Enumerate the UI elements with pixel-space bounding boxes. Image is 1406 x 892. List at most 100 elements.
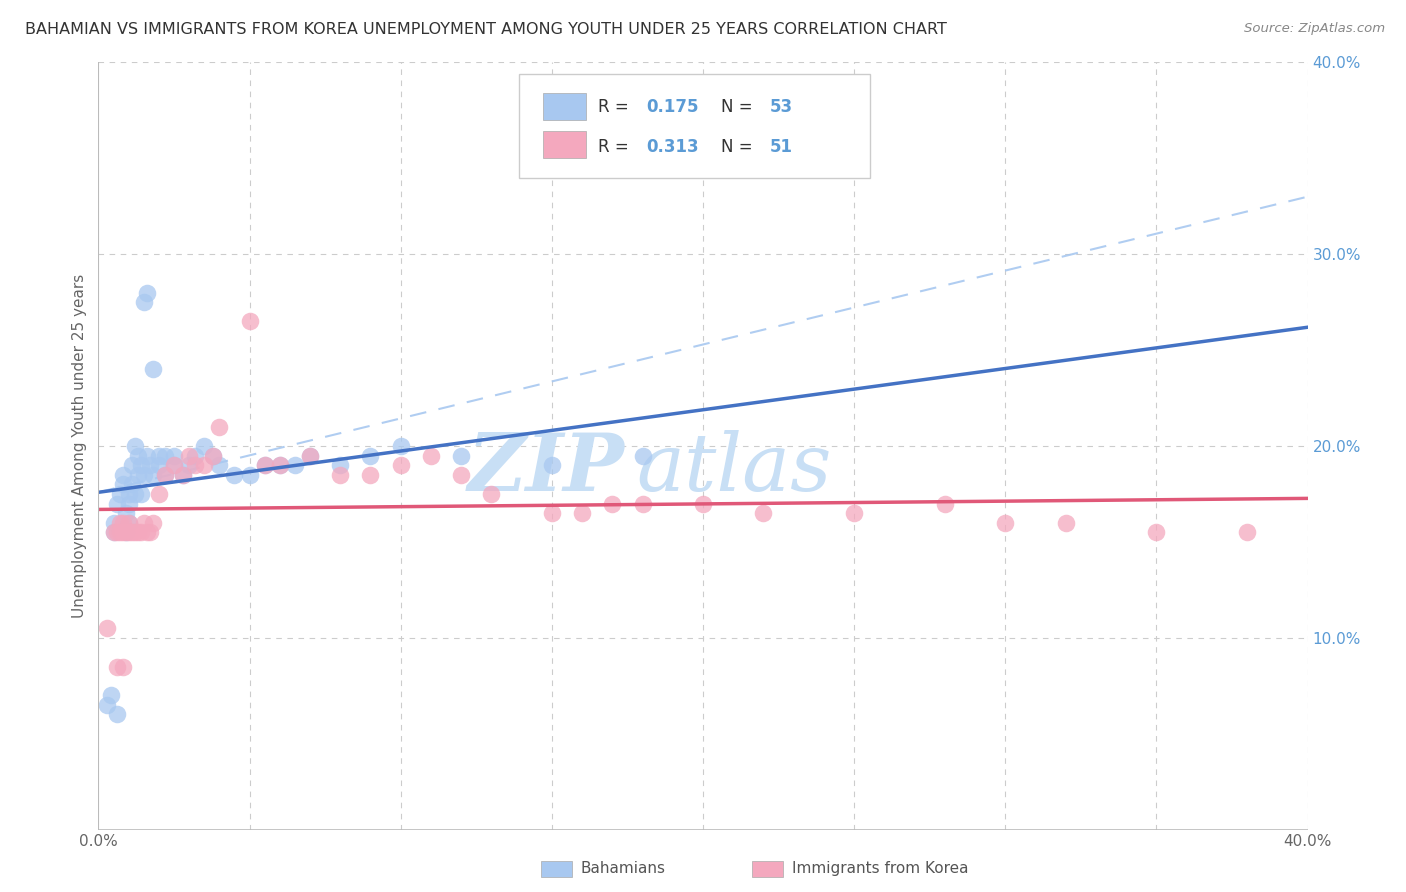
Point	[142, 467, 165, 482]
Point	[481, 487, 503, 501]
Point	[108, 525, 131, 540]
Y-axis label: Unemployment Among Youth under 25 years: Unemployment Among Youth under 25 years	[72, 274, 87, 618]
Point	[118, 516, 141, 530]
Point	[631, 496, 654, 510]
Point	[108, 516, 131, 530]
Text: Bahamians: Bahamians	[581, 862, 665, 876]
Text: 53: 53	[769, 98, 793, 116]
Point	[1144, 525, 1167, 540]
Point	[114, 506, 136, 520]
Point	[450, 449, 472, 463]
Point	[139, 458, 162, 473]
Point	[132, 295, 155, 310]
Text: Source: ZipAtlas.com: Source: ZipAtlas.com	[1244, 22, 1385, 36]
Point	[224, 467, 246, 482]
Point	[571, 506, 593, 520]
Text: ZIP: ZIP	[468, 430, 624, 508]
Point	[193, 458, 215, 473]
Point	[360, 467, 382, 482]
Point	[602, 496, 624, 510]
Point	[202, 449, 225, 463]
Point	[100, 689, 122, 703]
Point	[153, 449, 176, 463]
Point	[132, 467, 155, 482]
Point	[118, 516, 141, 530]
Point	[202, 449, 225, 463]
Point	[420, 449, 443, 463]
Point	[111, 525, 134, 540]
Point	[184, 458, 207, 473]
Point	[239, 314, 262, 328]
Point	[148, 458, 170, 473]
Point	[124, 439, 146, 453]
Point	[193, 439, 215, 453]
Point	[148, 449, 170, 463]
Point	[129, 487, 152, 501]
FancyBboxPatch shape	[543, 93, 586, 120]
Text: R =: R =	[598, 98, 634, 116]
Point	[1236, 525, 1258, 540]
Point	[208, 420, 231, 434]
FancyBboxPatch shape	[519, 74, 870, 178]
Point	[124, 525, 146, 540]
Point	[105, 659, 128, 673]
Point	[105, 496, 128, 510]
Text: Immigrants from Korea: Immigrants from Korea	[792, 862, 969, 876]
Text: atlas: atlas	[637, 430, 832, 508]
Point	[121, 525, 143, 540]
Point	[299, 449, 322, 463]
Point	[118, 525, 141, 540]
Point	[994, 516, 1017, 530]
Point	[129, 458, 152, 473]
Point	[284, 458, 307, 473]
Point	[148, 487, 170, 501]
Point	[692, 496, 714, 510]
Point	[329, 458, 352, 473]
Point	[132, 516, 155, 530]
Point	[135, 449, 157, 463]
Point	[129, 525, 152, 540]
Point	[389, 439, 412, 453]
Point	[269, 458, 291, 473]
Point	[179, 449, 201, 463]
Point	[253, 458, 276, 473]
Point	[114, 525, 136, 540]
Point	[127, 525, 149, 540]
Text: BAHAMIAN VS IMMIGRANTS FROM KOREA UNEMPLOYMENT AMONG YOUTH UNDER 25 YEARS CORREL: BAHAMIAN VS IMMIGRANTS FROM KOREA UNEMPL…	[25, 22, 948, 37]
Point	[127, 467, 149, 482]
Point	[208, 458, 231, 473]
Point	[118, 487, 141, 501]
Point	[111, 467, 134, 482]
Point	[111, 516, 134, 530]
Point	[934, 496, 956, 510]
Text: 0.175: 0.175	[647, 98, 699, 116]
Point	[103, 525, 125, 540]
Point	[124, 487, 146, 501]
Point	[163, 458, 186, 473]
Point	[96, 621, 118, 635]
Text: 0.313: 0.313	[647, 138, 699, 156]
Point	[360, 449, 382, 463]
Point	[135, 285, 157, 300]
Text: N =: N =	[721, 138, 758, 156]
Point	[105, 525, 128, 540]
Point	[121, 458, 143, 473]
Point	[752, 506, 775, 520]
Point	[253, 458, 276, 473]
Point	[299, 449, 322, 463]
Point	[163, 458, 186, 473]
Point	[389, 458, 412, 473]
Point	[105, 707, 128, 722]
Point	[631, 449, 654, 463]
Point	[450, 467, 472, 482]
Point	[142, 362, 165, 376]
Point	[844, 506, 866, 520]
Point	[153, 467, 176, 482]
Point	[127, 449, 149, 463]
Point	[540, 506, 562, 520]
Text: R =: R =	[598, 138, 634, 156]
Point	[135, 525, 157, 540]
Point	[96, 698, 118, 712]
Point	[121, 477, 143, 491]
Point	[329, 467, 352, 482]
